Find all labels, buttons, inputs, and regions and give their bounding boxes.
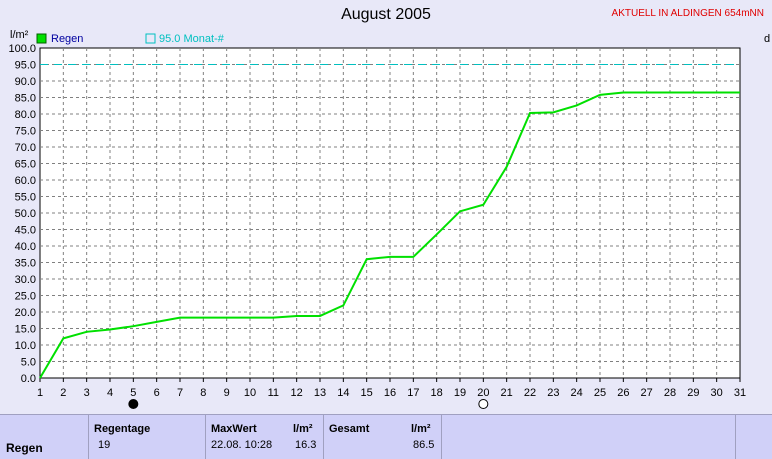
x-tick-label: 26 — [617, 387, 629, 399]
x-tick-label: 3 — [84, 387, 90, 399]
x-axis-ticks: 1 2 3 4 5 6 7 8 9 10 11 12 13 14 15 16 17 18 19 20 21 22 23 24 2… — [37, 378, 746, 399]
maxwert-unit: l/m² — [293, 423, 313, 435]
x-tick-label: 18 — [431, 387, 443, 399]
y-tick-label: 100.0 — [8, 43, 36, 55]
maxwert-label: MaxWert — [211, 423, 257, 435]
full-moon-icon — [478, 399, 489, 409]
x-tick-label: 10 — [244, 387, 256, 399]
y-tick-label: 0.0 — [21, 373, 36, 385]
y-tick-label: 60.0 — [15, 175, 36, 187]
x-tick-label: 28 — [664, 387, 676, 399]
grid — [40, 48, 740, 378]
x-tick-label: 31 — [734, 387, 746, 399]
legend-month-swatch — [145, 33, 156, 44]
x-tick-label: 11 — [268, 387, 279, 399]
y-tick-label: 90.0 — [15, 76, 36, 88]
x-tick-label: 17 — [407, 387, 419, 399]
x-tick-label: 23 — [547, 387, 559, 399]
y-tick-label: 30.0 — [15, 274, 36, 286]
stats-row-label: Regen — [6, 441, 43, 455]
y-tick-label: 75.0 — [15, 126, 36, 138]
x-tick-label: 13 — [314, 387, 326, 399]
y-tick-label: 85.0 — [15, 93, 36, 105]
y-tick-label: 35.0 — [15, 258, 36, 270]
y-tick-label: 50.0 — [15, 208, 36, 220]
y-tick-label: 45.0 — [15, 225, 36, 237]
x-tick-label: 14 — [337, 387, 349, 399]
legend-regen-swatch — [36, 33, 47, 44]
regentage-value: 19 — [98, 439, 111, 451]
y-tick-label: 25.0 — [15, 291, 36, 303]
x-tick-label: 8 — [200, 387, 206, 399]
x-tick-label: 2 — [60, 387, 66, 399]
x-tick-label: 29 — [687, 387, 699, 399]
x-tick-label: 4 — [107, 387, 113, 399]
x-tick-label: 15 — [361, 387, 373, 399]
x-tick-label: 12 — [291, 387, 303, 399]
y-tick-label: 80.0 — [15, 109, 36, 121]
y-tick-label: 70.0 — [15, 142, 36, 154]
maxwert-cell: MaxWert l/m² 22.08. 10:28 16.3 — [205, 415, 324, 459]
y-tick-label: 15.0 — [15, 324, 36, 336]
y-tick-label: 40.0 — [15, 241, 36, 253]
x-tick-label: 22 — [524, 387, 536, 399]
right-edge-letter: d — [764, 33, 770, 45]
series-regen — [39, 91, 740, 379]
y-tick-label: 55.0 — [15, 192, 36, 204]
gesamt-unit: l/m² — [411, 423, 431, 435]
y-tick-label: 5.0 — [21, 357, 36, 369]
y-tick-label: 20.0 — [15, 307, 36, 319]
x-tick-label: 24 — [571, 387, 583, 399]
moon-phases — [128, 399, 489, 409]
legend-month-label: 95.0 Monat-# — [159, 33, 225, 45]
y-unit-label: l/m² — [10, 29, 29, 41]
y-tick-label: 65.0 — [15, 159, 36, 171]
empty-cell — [441, 415, 736, 459]
x-tick-label: 1 — [37, 387, 43, 399]
x-tick-label: 9 — [224, 387, 230, 399]
chart: 0.0 5.0 10.0 15.0 20.0 25.0 30.0 35.0 40.0 45.0 50… — [8, 29, 770, 409]
x-tick-label: 16 — [384, 387, 396, 399]
series-line-regen — [39, 91, 740, 379]
gesamt-value: 86.5 — [413, 439, 435, 451]
y-tick-label: 10.0 — [15, 340, 36, 352]
location-note: AKTUELL IN ALDINGEN 654mNN — [611, 8, 764, 19]
regentage-cell: Regentage 19 — [88, 415, 206, 459]
y-axis-ticks: 0.0 5.0 10.0 15.0 20.0 25.0 30.0 35.0 40.0 45.0 50… — [8, 43, 36, 385]
chart-title: August 2005 — [341, 6, 431, 23]
maxwert-value: 16.3 — [295, 439, 317, 451]
y-tick-label: 95.0 — [15, 60, 36, 72]
x-tick-label: 27 — [641, 387, 653, 399]
x-tick-label: 6 — [154, 387, 160, 399]
legend-regen-label: Regen — [51, 33, 83, 45]
stats-row-label-cell: Regen — [0, 415, 89, 459]
regentage-label: Regentage — [94, 423, 151, 435]
gesamt-cell: Gesamt l/m² 86.5 — [323, 415, 442, 459]
x-tick-label: 30 — [711, 387, 723, 399]
x-tick-label: 25 — [594, 387, 606, 399]
gesamt-label: Gesamt — [329, 423, 370, 435]
x-tick-label: 19 — [454, 387, 466, 399]
x-tick-label: 20 — [477, 387, 489, 399]
new-moon-icon — [128, 399, 139, 409]
maxwert-date: 22.08. 10:28 — [211, 439, 273, 451]
x-tick-label: 21 — [501, 387, 513, 399]
x-tick-label: 7 — [177, 387, 183, 399]
stats-panel: Regen Regentage 19 MaxWert l/m² 22.08. 1… — [0, 414, 772, 459]
x-tick-label: 5 — [130, 387, 136, 399]
